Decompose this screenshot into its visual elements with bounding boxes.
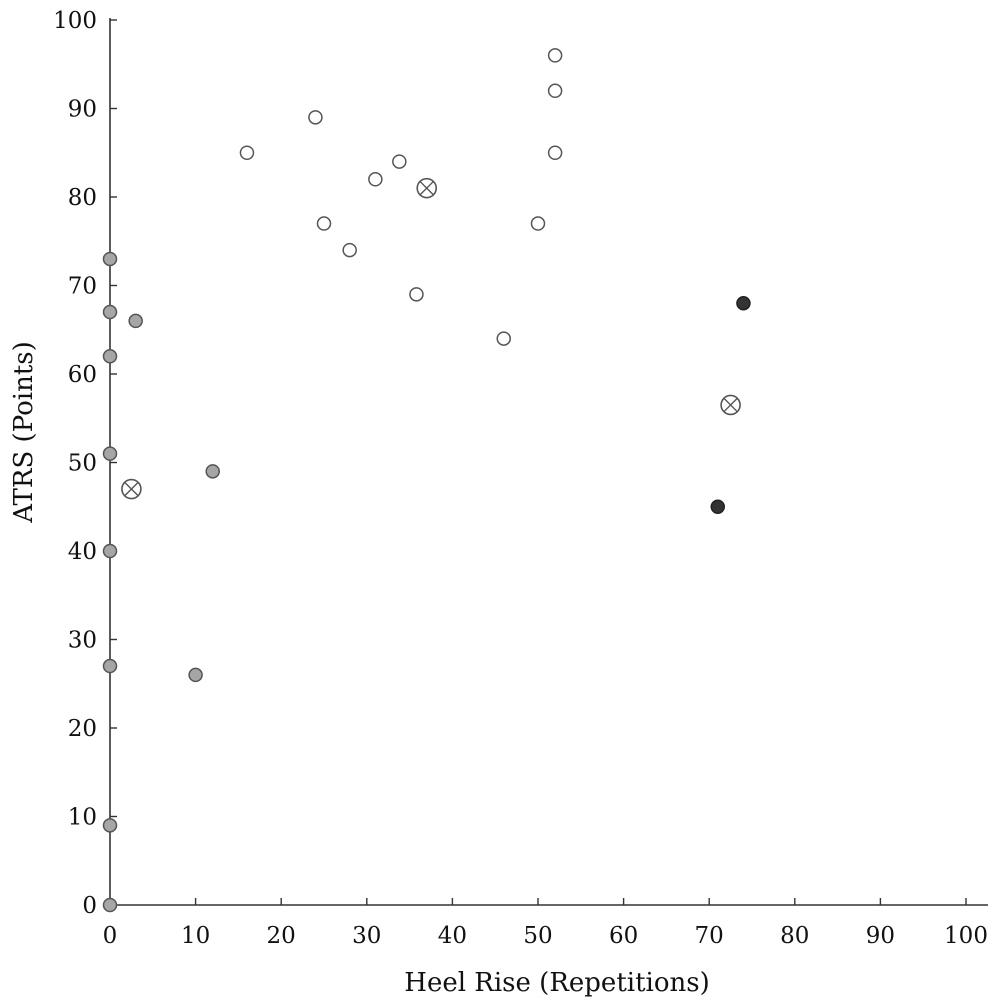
data-point-open (392, 154, 407, 169)
data-point-filled (710, 499, 726, 514)
y-tick-label: 0 (82, 893, 97, 919)
x-tick-label: 60 (609, 923, 638, 949)
data-point-open (530, 216, 546, 231)
x-tick-label: 70 (695, 923, 724, 949)
data-point-open (239, 145, 255, 160)
x-tick-label: 100 (944, 923, 988, 949)
data-point-filled (102, 818, 118, 833)
y-tick-label: 40 (68, 539, 97, 565)
y-tick-label: 90 (68, 97, 97, 123)
x-tick-label: 30 (352, 923, 381, 949)
data-point-open (342, 242, 357, 258)
data-point-filled (102, 349, 118, 364)
data-point-filled (188, 667, 203, 683)
data-point-open (496, 331, 512, 346)
data-point-filled (102, 897, 118, 913)
x-tick-label: 90 (866, 923, 895, 949)
x-tick-label: 10 (181, 923, 210, 949)
data-point-crossed (720, 394, 741, 416)
data-point-open (308, 110, 323, 125)
x-tick-label: 40 (438, 923, 467, 949)
y-tick-label: 60 (68, 362, 97, 388)
x-tick-label: 80 (780, 923, 809, 949)
data-point-filled (102, 251, 118, 267)
x-axis-title: Heel Rise (Repetitions) (404, 968, 709, 998)
y-ticks: 0 10 20 30 40 50 60 70 80 90 100 (53, 8, 117, 919)
y-tick-label: 70 (68, 274, 97, 300)
y-tick-label: 10 (68, 805, 97, 831)
axes (109, 18, 988, 906)
x-tick-label: 50 (523, 923, 552, 949)
data-point-open (316, 216, 332, 231)
data-point-filled (102, 304, 118, 320)
data-point-filled (102, 446, 118, 461)
data-point-filled (736, 295, 751, 311)
y-tick-label: 30 (68, 628, 97, 654)
data-point-open (409, 287, 424, 302)
data-point-filled (102, 658, 118, 674)
y-axis-title: ATRS (Points) (9, 341, 39, 524)
y-tick-label: 50 (68, 451, 97, 477)
data-point-crossed (416, 177, 438, 199)
data-point-open (368, 172, 383, 187)
data-point-open (547, 145, 563, 160)
y-tick-label: 100 (53, 8, 97, 34)
x-ticks: 0 10 20 30 40 50 60 70 80 90 100 (103, 898, 988, 949)
data-point-filled (102, 543, 118, 559)
data-point-filled (205, 464, 220, 479)
x-tick-label: 0 (103, 923, 118, 949)
y-tick-label: 20 (68, 716, 97, 742)
data-point-open (547, 48, 563, 63)
data-point-open (547, 83, 563, 99)
y-tick-label: 80 (68, 185, 97, 211)
data-points (102, 48, 751, 913)
data-point-crossed (121, 478, 142, 500)
data-point-filled (128, 313, 143, 329)
x-tick-label: 20 (267, 923, 296, 949)
